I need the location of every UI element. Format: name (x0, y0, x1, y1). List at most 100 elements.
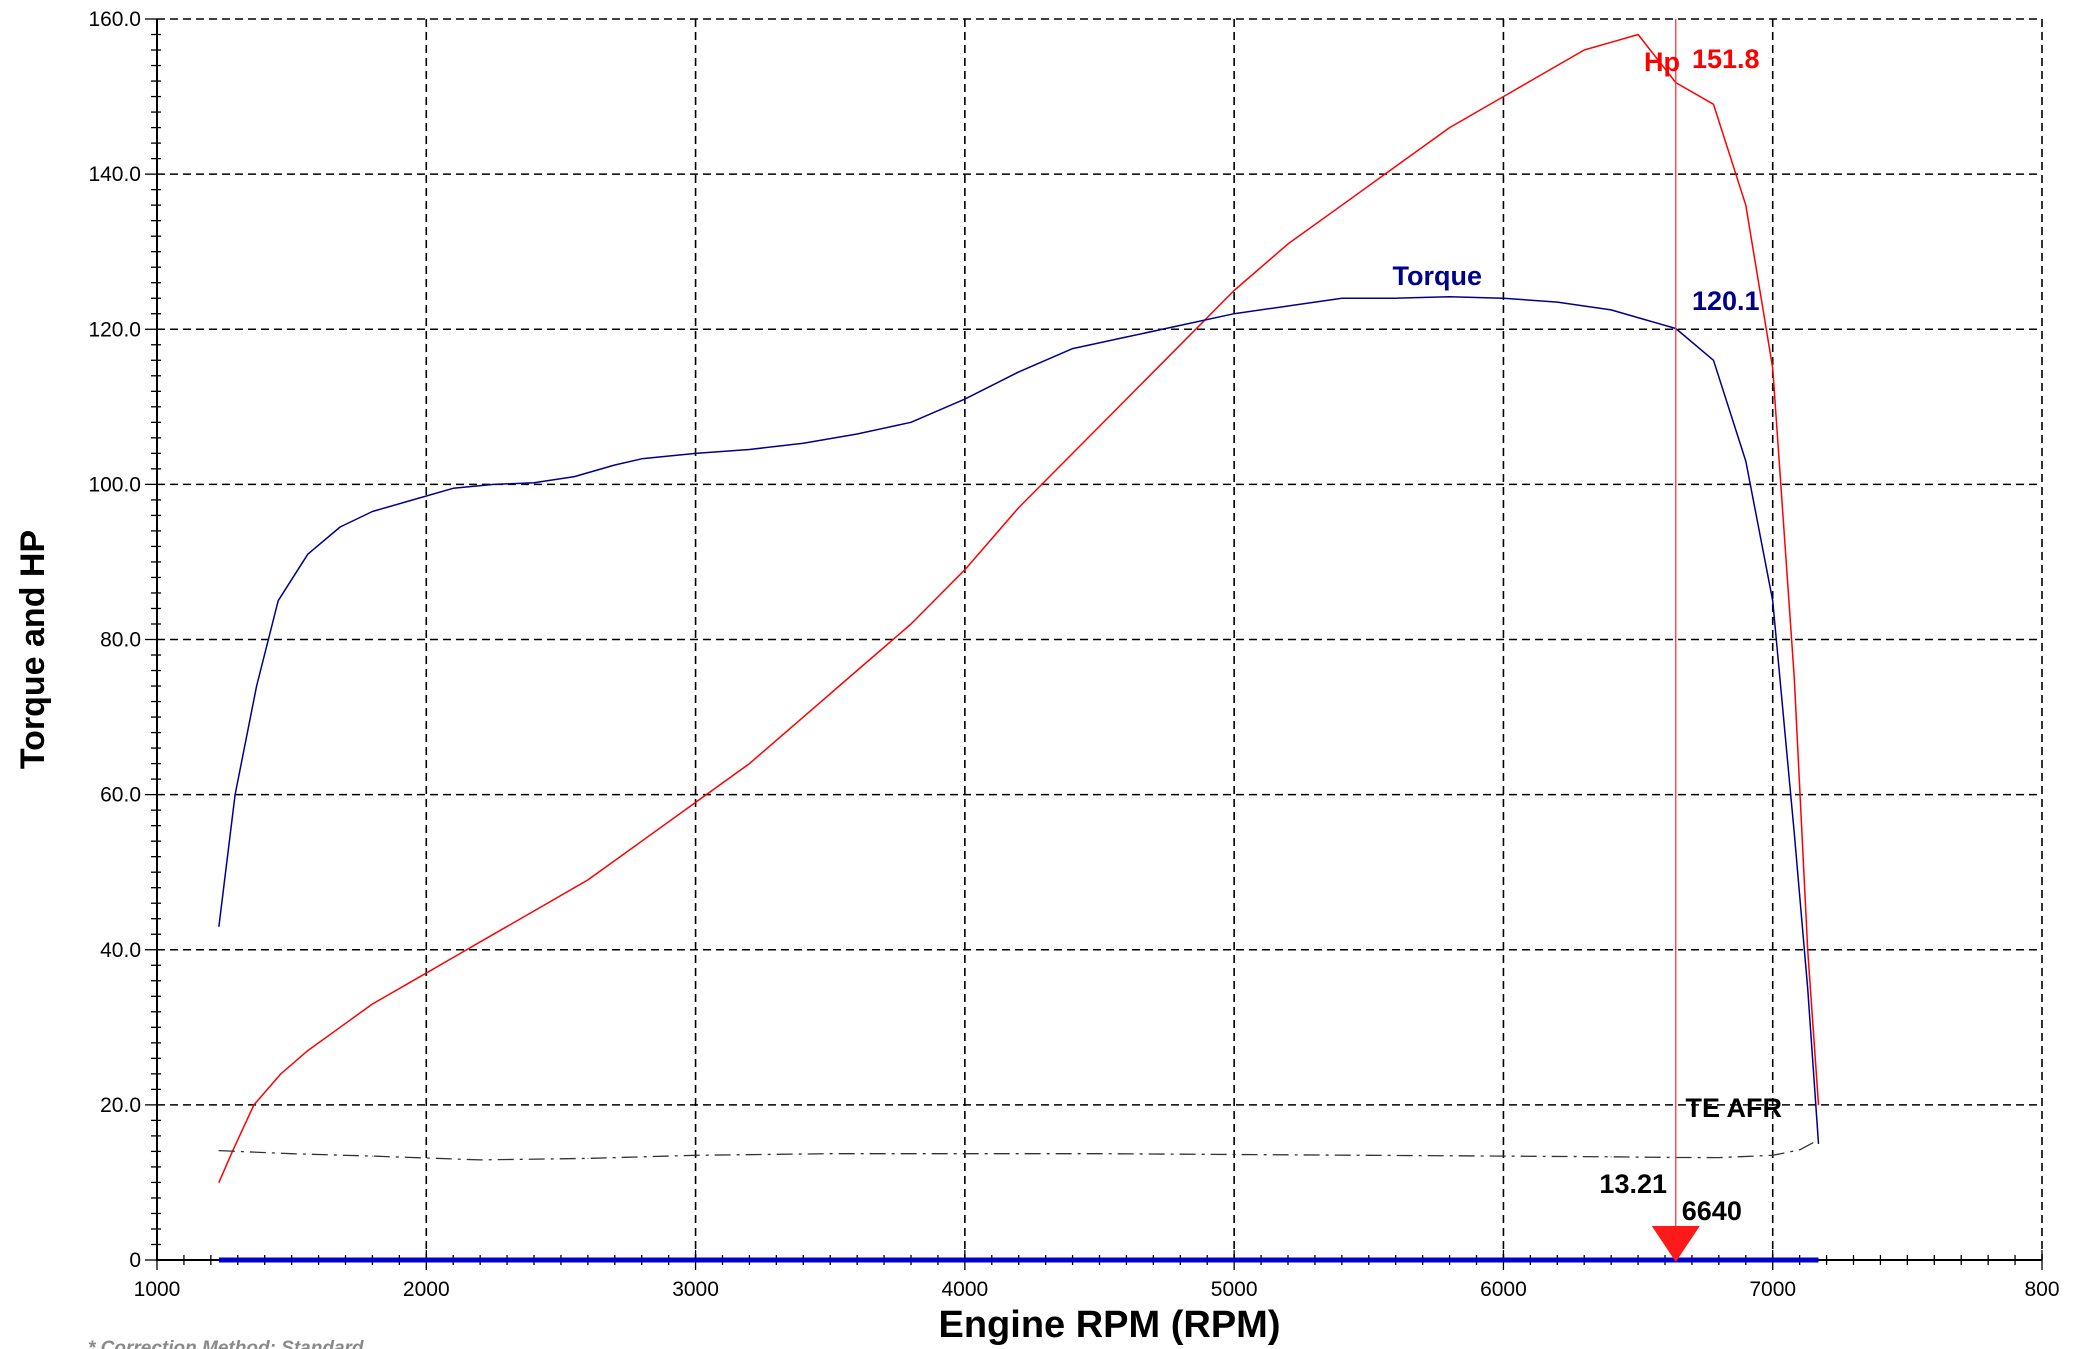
data-point-torque (1179, 324, 1181, 326)
data-point-torque (964, 398, 966, 400)
data-point-hp (802, 716, 804, 718)
grid (157, 18, 2043, 1260)
data-point-te-afr (1799, 1149, 1801, 1151)
y-tick-label: 100.0 (88, 473, 141, 496)
data-point-te-afr (1817, 1139, 1819, 1141)
data-point-torque (695, 452, 697, 454)
data-point-hp (1072, 452, 1074, 454)
series-lines (218, 33, 1820, 1183)
data-point-torque (1018, 371, 1020, 373)
data-point-te-afr (964, 1153, 966, 1155)
y-tick-label: 60.0 (100, 784, 141, 807)
data-point-te-afr (1233, 1154, 1235, 1156)
series-line-torque (218, 295, 1820, 1144)
data-point-torque (1125, 336, 1127, 338)
minor-ticks (145, 18, 2043, 1270)
x-tick-label: 800 (2024, 1278, 2059, 1301)
data-point-hp (1745, 204, 1747, 206)
data-point-hp (1125, 398, 1127, 400)
y-tick-label: 160.0 (88, 8, 141, 31)
data-point-torque (1341, 297, 1343, 299)
x-tick-label: 5000 (1211, 1278, 1258, 1301)
x-tick-label: 4000 (941, 1278, 988, 1301)
data-point-hp (280, 1073, 282, 1075)
data-point-hp (1610, 41, 1612, 43)
y-tick-label: 140.0 (88, 163, 141, 186)
data-point-hp (339, 1026, 341, 1028)
labels: 0 20.0 40.0 60.0 80.0 100.0 120.0 140.0 160.0 100… (14, 8, 2060, 1349)
data-point-torque (371, 511, 373, 513)
footnote: * Correction Method: Standard (88, 1338, 364, 1349)
data-point-te-afr (1772, 1154, 1774, 1156)
data-point-torque (1449, 296, 1451, 298)
data-point-hp (1018, 507, 1020, 509)
y-tick-label: 0 (129, 1249, 141, 1272)
data-point-torque (910, 421, 912, 423)
data-point-hp (1556, 65, 1558, 67)
data-point-hp (493, 933, 495, 935)
data-point-te-afr (371, 1155, 373, 1157)
data-point-torque (573, 476, 575, 478)
data-point-hp (1807, 949, 1809, 951)
data-point-hp (910, 623, 912, 625)
series-line-te-afr (218, 1139, 1819, 1161)
x-tick-label: 7000 (1749, 1278, 1796, 1301)
data-point-te-afr (1610, 1156, 1612, 1158)
data-point-te-afr (479, 1159, 481, 1161)
data-point-torque (1745, 460, 1747, 462)
data-point-hp (307, 1050, 309, 1052)
data-point-te-afr (1099, 1153, 1100, 1155)
x-axis-title: Engine RPM (RPM) (939, 1304, 1281, 1346)
data-point-torque (1395, 297, 1397, 299)
data-point-te-afr (829, 1153, 831, 1155)
y-tick-label: 20.0 (100, 1094, 141, 1117)
data-point-hp (412, 980, 414, 982)
x-tick-label: 3000 (672, 1278, 719, 1301)
data-point-te-afr (291, 1153, 293, 1155)
data-point-torque (1807, 988, 1809, 990)
data-point-hp (1179, 344, 1181, 346)
data-point-hp (964, 569, 966, 571)
data-point-torque (856, 433, 858, 435)
data-point-hp (371, 1003, 373, 1005)
annotation-label: 120.1 (1692, 286, 1760, 316)
data-point-torque (1502, 297, 1504, 299)
data-point-torque (1793, 832, 1795, 834)
x-tick-label: 6000 (1480, 1278, 1527, 1301)
y-tick-label: 80.0 (100, 629, 141, 652)
annotation-label: TE AFR (1686, 1093, 1783, 1123)
data-point-torque (1556, 301, 1558, 303)
data-point-hp (533, 910, 535, 912)
data-point-torque (748, 448, 750, 450)
data-point-torque (452, 487, 454, 489)
data-point-torque (1817, 1143, 1819, 1145)
y-tick-label: 40.0 (100, 939, 141, 962)
annotation-label: Hp (1644, 47, 1680, 77)
data-point-hp (748, 763, 750, 765)
data-point-torque (218, 925, 220, 927)
data-point-torque (802, 442, 804, 444)
data-point-hp (1529, 80, 1531, 82)
x-tick-label: 1000 (134, 1278, 181, 1301)
y-axis-title: Torque and HP (14, 530, 52, 769)
data-point-torque (307, 553, 309, 555)
data-point-hp (641, 840, 643, 842)
data-point-hp (1793, 677, 1795, 679)
data-point-hp (218, 1181, 220, 1183)
data-point-hp (253, 1104, 255, 1106)
data-point-hp (856, 670, 858, 672)
data-point-hp (587, 879, 589, 881)
data-point-torque (412, 499, 414, 501)
x-tick-label: 2000 (403, 1278, 450, 1301)
data-point-torque (533, 482, 535, 484)
y-tick-label: 120.0 (88, 318, 141, 341)
data-point-torque (1772, 600, 1774, 602)
data-point-hp (1341, 204, 1343, 206)
data-point-te-afr (587, 1157, 589, 1159)
data-point-torque (493, 483, 495, 485)
data-point-hp (1449, 127, 1451, 129)
data-point-te-afr (1368, 1154, 1370, 1156)
data-point-torque (614, 464, 616, 466)
